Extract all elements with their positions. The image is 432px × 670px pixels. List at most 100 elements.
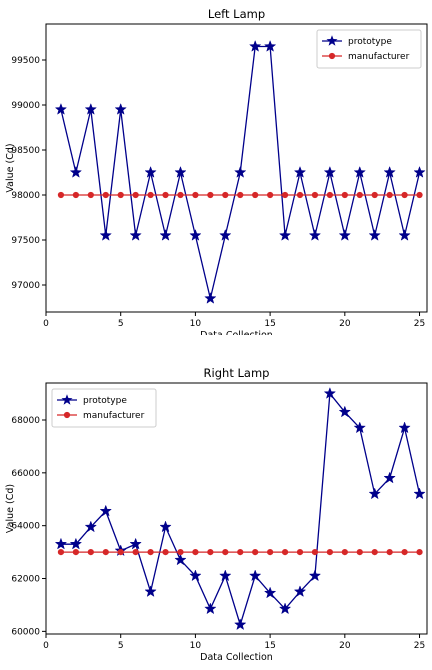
data-point-prototype — [413, 487, 426, 500]
data-point-manufacturer — [356, 548, 363, 556]
data-point-manufacturer — [162, 191, 169, 199]
data-point-manufacturer — [267, 548, 274, 556]
legend-box — [316, 29, 422, 69]
data-point-prototype — [293, 165, 307, 178]
data-point-manufacturer — [102, 548, 109, 556]
data-point-prototype — [353, 165, 366, 178]
data-point-manufacturer — [102, 191, 109, 199]
data-point-manufacturer — [57, 191, 65, 199]
legend-label-prototype: prototype — [348, 37, 392, 47]
data-point-manufacturer — [192, 191, 199, 199]
y-tick-label: 97500 — [11, 236, 40, 246]
x-axis-label: Data Collection — [200, 652, 273, 663]
data-point-prototype — [278, 228, 292, 241]
x-tick-label: 20 — [339, 641, 351, 651]
y-tick-label: 60000 — [11, 627, 40, 637]
left-lamp-chart: Left Lamp 0 5 10 15 20 25 97000 97500 98000 98500 9… — [5, 7, 428, 335]
data-point-prototype — [69, 165, 83, 178]
data-point-prototype — [174, 165, 187, 178]
data-point-prototype — [54, 102, 68, 115]
data-point-manufacturer — [371, 548, 378, 556]
data-point-manufacturer — [207, 191, 214, 199]
data-point-manufacturer — [72, 191, 79, 199]
x-tick-label: 15 — [264, 319, 275, 329]
data-point-prototype — [248, 39, 262, 52]
data-point-manufacturer — [252, 191, 259, 199]
data-point-manufacturer — [386, 191, 393, 199]
data-point-prototype — [368, 487, 381, 500]
y-tick-label: 62000 — [11, 575, 40, 585]
data-point-prototype — [293, 585, 307, 598]
data-point-manufacturer — [177, 548, 184, 556]
y-tick-label: 99500 — [11, 56, 40, 66]
data-point-prototype — [353, 421, 366, 434]
data-point-manufacturer — [341, 191, 348, 199]
data-point-manufacturer — [237, 548, 244, 556]
data-point-manufacturer — [72, 548, 79, 556]
legend-label-manufacturer: manufacturer — [348, 52, 410, 62]
legend: prototype manufacturer — [51, 388, 157, 428]
x-tick-label: 25 — [414, 641, 425, 651]
data-point-prototype — [263, 586, 277, 599]
data-point-manufacturer — [222, 548, 229, 556]
data-point-prototype — [144, 585, 157, 598]
data-point-manufacturer — [57, 548, 65, 556]
chart-title: Right Lamp — [204, 366, 270, 380]
series-line-prototype — [60, 391, 421, 627]
data-point-prototype — [114, 102, 127, 115]
data-point-prototype — [323, 387, 337, 399]
data-point-manufacturer — [132, 191, 139, 199]
x-tick-label: 10 — [190, 641, 202, 651]
data-point-prototype — [129, 537, 142, 550]
x-tick-label: 0 — [43, 319, 49, 329]
data-point-manufacturer — [326, 548, 333, 556]
data-point-manufacturer — [371, 191, 378, 199]
data-point-prototype — [189, 569, 202, 582]
data-point-prototype — [144, 165, 157, 178]
data-point-prototype — [338, 228, 352, 241]
data-point-prototype — [398, 421, 411, 434]
data-point-prototype — [84, 102, 98, 115]
data-point-prototype — [368, 228, 381, 241]
data-point-prototype — [174, 553, 187, 566]
data-point-prototype — [54, 537, 68, 550]
legend: prototype manufacturer — [316, 29, 422, 69]
data-point-prototype — [204, 291, 217, 304]
data-point-prototype — [99, 228, 112, 241]
data-point-prototype — [159, 228, 172, 241]
x-tick-label: 20 — [339, 319, 351, 329]
legend-label-manufacturer: manufacturer — [83, 411, 145, 421]
plot-frame — [45, 23, 428, 313]
data-point-manufacturer — [311, 548, 319, 556]
data-point-manufacturer — [252, 548, 259, 556]
data-point-prototype — [189, 228, 202, 241]
data-point-prototype — [99, 504, 112, 517]
data-point-prototype — [84, 520, 98, 533]
data-point-manufacturer — [132, 548, 139, 556]
legend-box — [51, 388, 157, 428]
data-point-manufacturer — [267, 191, 274, 199]
y-tick-label: 97000 — [11, 281, 40, 291]
x-tick-label: 15 — [264, 641, 275, 651]
data-point-manufacturer — [326, 191, 333, 199]
data-point-manufacturer — [296, 548, 304, 556]
data-point-prototype — [204, 602, 217, 615]
data-point-manufacturer — [222, 191, 229, 199]
data-point-manufacturer — [356, 191, 363, 199]
data-point-prototype — [278, 602, 292, 615]
data-point-prototype — [338, 405, 352, 418]
data-point-prototype — [219, 569, 232, 582]
plot-frame — [45, 382, 428, 635]
x-tick-label: 5 — [118, 641, 124, 651]
legend-marker-prototype — [326, 35, 338, 46]
y-tick-label: 64000 — [11, 522, 40, 532]
data-point-manufacturer — [281, 191, 289, 199]
legend-marker-manufacturer — [63, 411, 71, 419]
legend-label-prototype: prototype — [83, 396, 127, 406]
data-point-prototype — [308, 228, 322, 241]
data-point-manufacturer — [117, 191, 124, 199]
data-point-prototype — [159, 520, 172, 533]
data-point-manufacturer — [147, 548, 154, 556]
data-point-manufacturer — [386, 548, 393, 556]
x-tick-label: 5 — [118, 319, 124, 329]
